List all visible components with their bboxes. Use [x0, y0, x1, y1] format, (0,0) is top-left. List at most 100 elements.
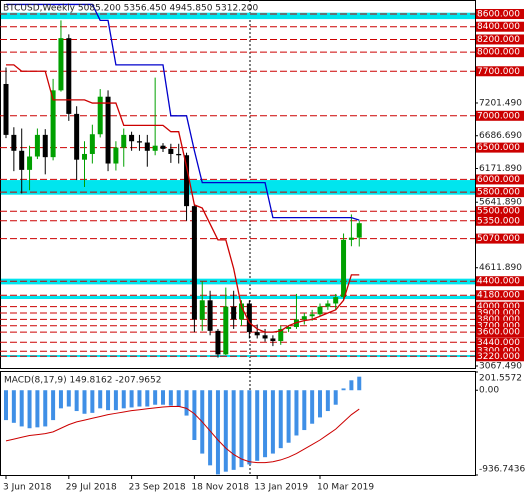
macd-bar	[90, 390, 95, 413]
level-label-box	[476, 206, 524, 217]
candle-body	[105, 96, 111, 164]
macd-bar	[349, 380, 354, 391]
macd-bar	[215, 390, 220, 475]
zone	[1, 180, 475, 195]
macd-bar	[145, 390, 150, 407]
candle-body	[231, 306, 237, 320]
level-label-box	[476, 174, 524, 185]
candle-body	[11, 134, 17, 151]
level-label-box	[476, 8, 524, 19]
macd-bar	[51, 390, 56, 421]
candle-body	[42, 134, 48, 158]
macd-bar	[129, 390, 134, 408]
y-tick-label: 6686.690	[479, 131, 522, 141]
macd-bar	[208, 390, 213, 466]
y-tick-label: 201.5572	[479, 374, 522, 384]
candle-body	[356, 223, 362, 238]
level-label-box	[476, 47, 524, 58]
candle-body	[223, 306, 229, 355]
macd-bar	[74, 390, 79, 412]
candle-body	[254, 332, 260, 336]
candle-body	[286, 327, 292, 329]
y-tick-label: 0.00	[479, 386, 499, 396]
level-label-box	[476, 21, 524, 32]
x-tick-label: 13 Jan 2019	[254, 483, 308, 493]
macd-bar	[192, 390, 197, 441]
level-label: 3440.000	[477, 338, 520, 348]
candle-body	[58, 38, 64, 91]
candle-body	[168, 148, 174, 154]
candle-body	[19, 150, 25, 170]
level-label: 4400.000	[477, 277, 520, 287]
y-tick-label: 3067.490	[479, 361, 522, 371]
x-tick-label: 10 Mar 2019	[317, 483, 374, 493]
level-label: 7000.000	[477, 111, 520, 121]
level-label-box	[476, 233, 524, 244]
candle-body	[199, 300, 205, 320]
level-label: 3600.000	[477, 328, 520, 338]
level-label-box	[476, 276, 524, 287]
macd-bar	[137, 390, 142, 407]
candle-body	[160, 145, 166, 149]
level-label: 3900.000	[477, 309, 520, 319]
macd-bar	[325, 390, 330, 412]
macd-bar	[19, 390, 24, 427]
candle-body	[301, 316, 307, 320]
macd-bar	[66, 390, 71, 407]
candle-body	[191, 206, 197, 320]
candle-body	[66, 38, 72, 114]
macd-bar	[263, 390, 268, 458]
macd-bar	[176, 390, 181, 407]
macd-bar	[11, 390, 16, 423]
level-label-box	[476, 34, 524, 45]
candle-body	[97, 96, 103, 135]
x-tick-label: 29 Jul 2018	[66, 483, 117, 493]
candle-body	[309, 314, 315, 317]
level-label-box	[476, 215, 524, 226]
main-panel-frame	[0, 0, 476, 369]
candle-body	[136, 141, 142, 143]
candle-body	[239, 303, 244, 320]
level-label-box	[476, 187, 524, 198]
macd-bar	[294, 390, 299, 436]
macd-bar	[357, 376, 362, 391]
y-tick-label: 7201.490	[479, 98, 522, 108]
level-label: 6500.000	[477, 143, 520, 153]
level-label-box	[476, 314, 524, 325]
macd-bar	[223, 390, 228, 472]
macd-bar	[231, 390, 236, 470]
zone	[1, 278, 475, 285]
y-tick-label: 6171.890	[479, 164, 522, 174]
macd-bar	[58, 390, 63, 409]
candle-body	[278, 328, 284, 342]
x-tick-label: 23 Sep 2018	[129, 483, 186, 493]
macd-bar	[153, 390, 158, 405]
chart-title: BTCUSD,Weekly 5085.200 5356.450 4945.850…	[3, 4, 258, 14]
level-label: 4000.000	[477, 302, 520, 312]
level-label-box	[476, 301, 524, 312]
macd-bar	[239, 390, 244, 468]
candle-body	[184, 155, 190, 207]
macd-bar	[35, 390, 40, 428]
level-label-box	[476, 320, 524, 331]
indicator-line	[6, 3, 360, 221]
macd-bar	[184, 390, 189, 416]
macd-bar	[98, 390, 103, 409]
candle-body	[34, 134, 40, 157]
level-label: 5800.000	[477, 188, 520, 198]
macd-title: MACD(8,17,9) 149.8162 -207.9652	[4, 376, 161, 386]
macd-bar	[278, 390, 283, 449]
candle-body	[176, 153, 182, 156]
zone	[1, 295, 475, 300]
candle-body	[325, 303, 331, 307]
level-label: 8000.000	[477, 48, 520, 58]
macd-bar	[302, 390, 307, 431]
level-label-box	[476, 110, 524, 121]
macd-bar	[4, 390, 8, 421]
y-tick-label: 5641.890	[479, 198, 522, 208]
candle-body	[246, 303, 252, 333]
macd-bar	[121, 390, 126, 409]
candle-body	[121, 134, 127, 148]
candle-body	[215, 330, 221, 355]
candle-body	[207, 300, 213, 331]
